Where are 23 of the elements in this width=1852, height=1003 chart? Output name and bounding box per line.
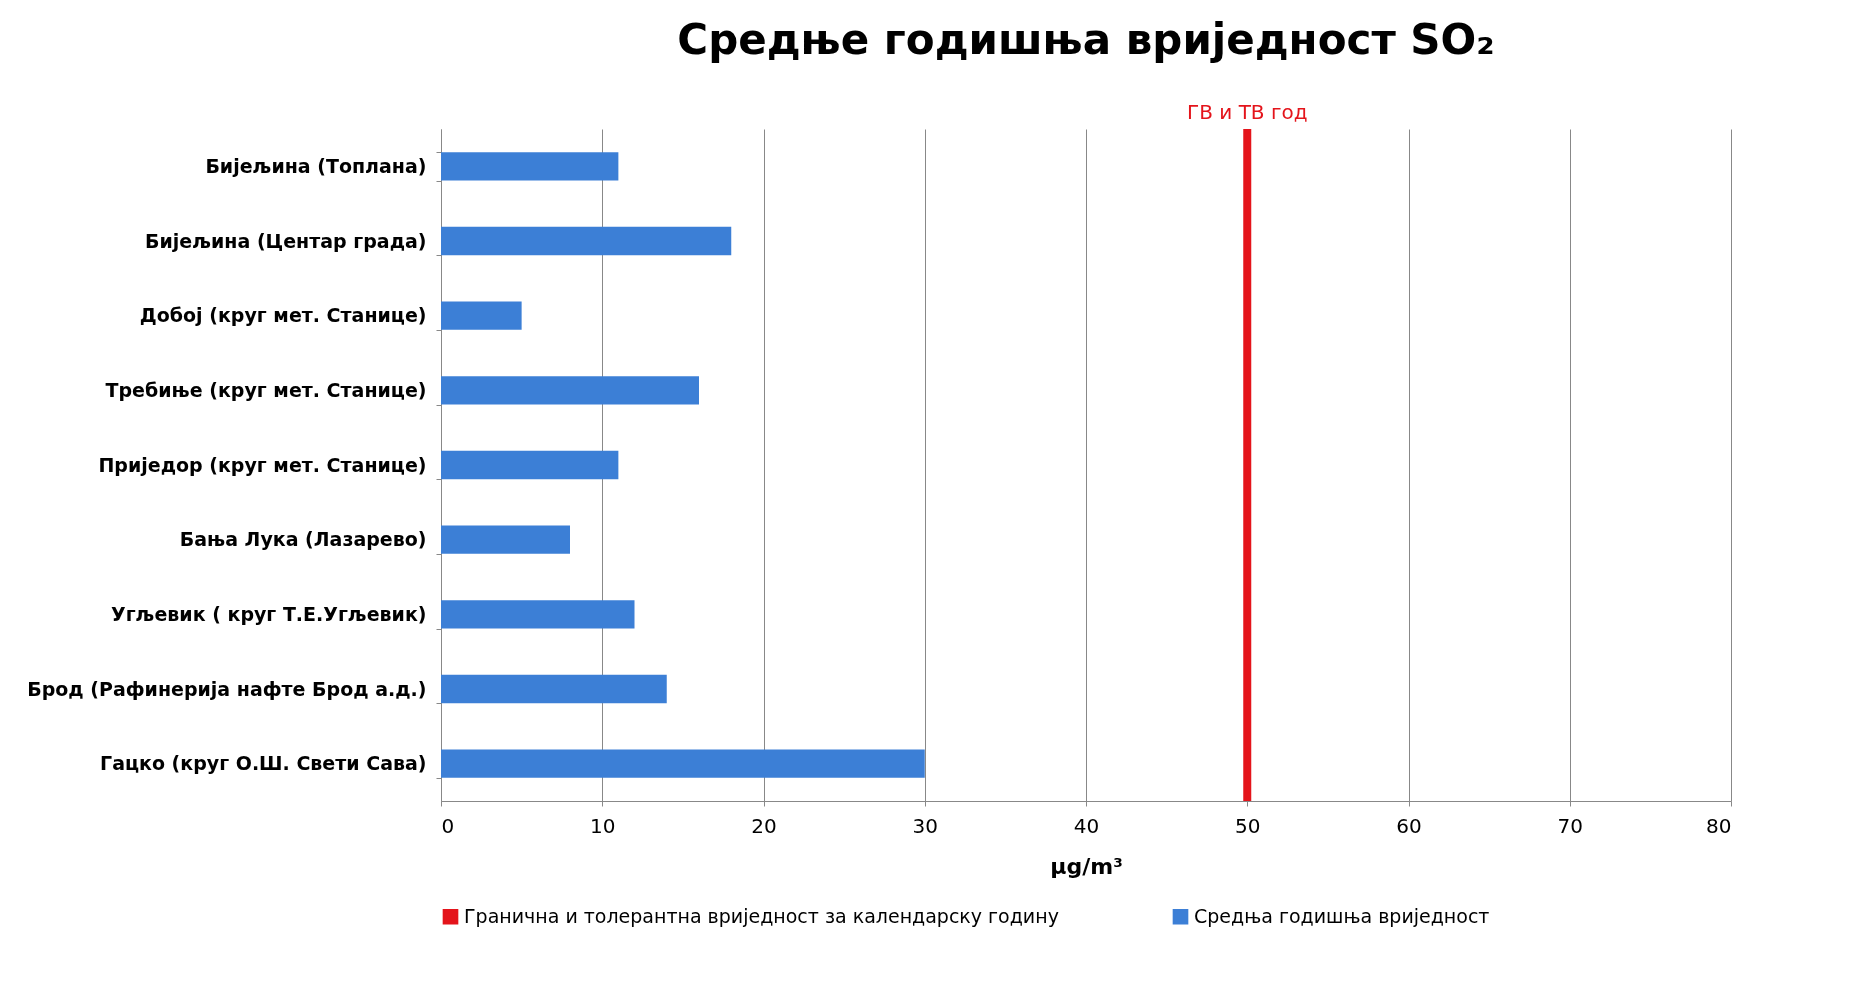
- x-tick-label: 80: [1706, 813, 1732, 838]
- x-tick-label: 20: [751, 813, 777, 838]
- legend-label: Средња годишња вриједност: [1194, 904, 1490, 927]
- x-tick-label: 60: [1396, 813, 1422, 838]
- x-tick-label: 10: [590, 813, 616, 838]
- chart-title: Средње годишња вриједност SO₂: [677, 15, 1495, 64]
- x-tick-label: 70: [1557, 813, 1583, 838]
- y-tick-label: Угљевик ( круг Т.Е.Угљевик): [111, 602, 427, 625]
- x-axis-title: µg/m³: [1050, 853, 1123, 879]
- x-tick-label: 0: [441, 813, 455, 838]
- y-tick-label: Бијељина (Центар града): [145, 229, 427, 252]
- y-tick-label: Гацко (круг О.Ш. Свети Сава): [100, 752, 427, 775]
- x-tick-label: 40: [1073, 813, 1100, 838]
- x-tick-label: 50: [1235, 813, 1261, 838]
- y-tick-label: Добој (круг мет. Станице): [139, 304, 427, 327]
- x-tick-label: 30: [912, 813, 938, 838]
- y-tick-label: Требиње (круг мет. Станице): [105, 378, 427, 401]
- y-tick-label: Брод (Рафинерија нафте Брод а.д.): [27, 677, 427, 700]
- y-tick-label: Приједор (круг мет. Станице): [98, 453, 427, 476]
- ref-line-label: ГВ и ТВ год: [1187, 100, 1308, 124]
- y-tick-label: Бијељина (Топлана): [205, 154, 427, 177]
- text: Гранична и толерантна вриједност за календарску годину: [464, 904, 1059, 927]
- y-tick-label: Бања Лука (Лазарево): [179, 528, 427, 551]
